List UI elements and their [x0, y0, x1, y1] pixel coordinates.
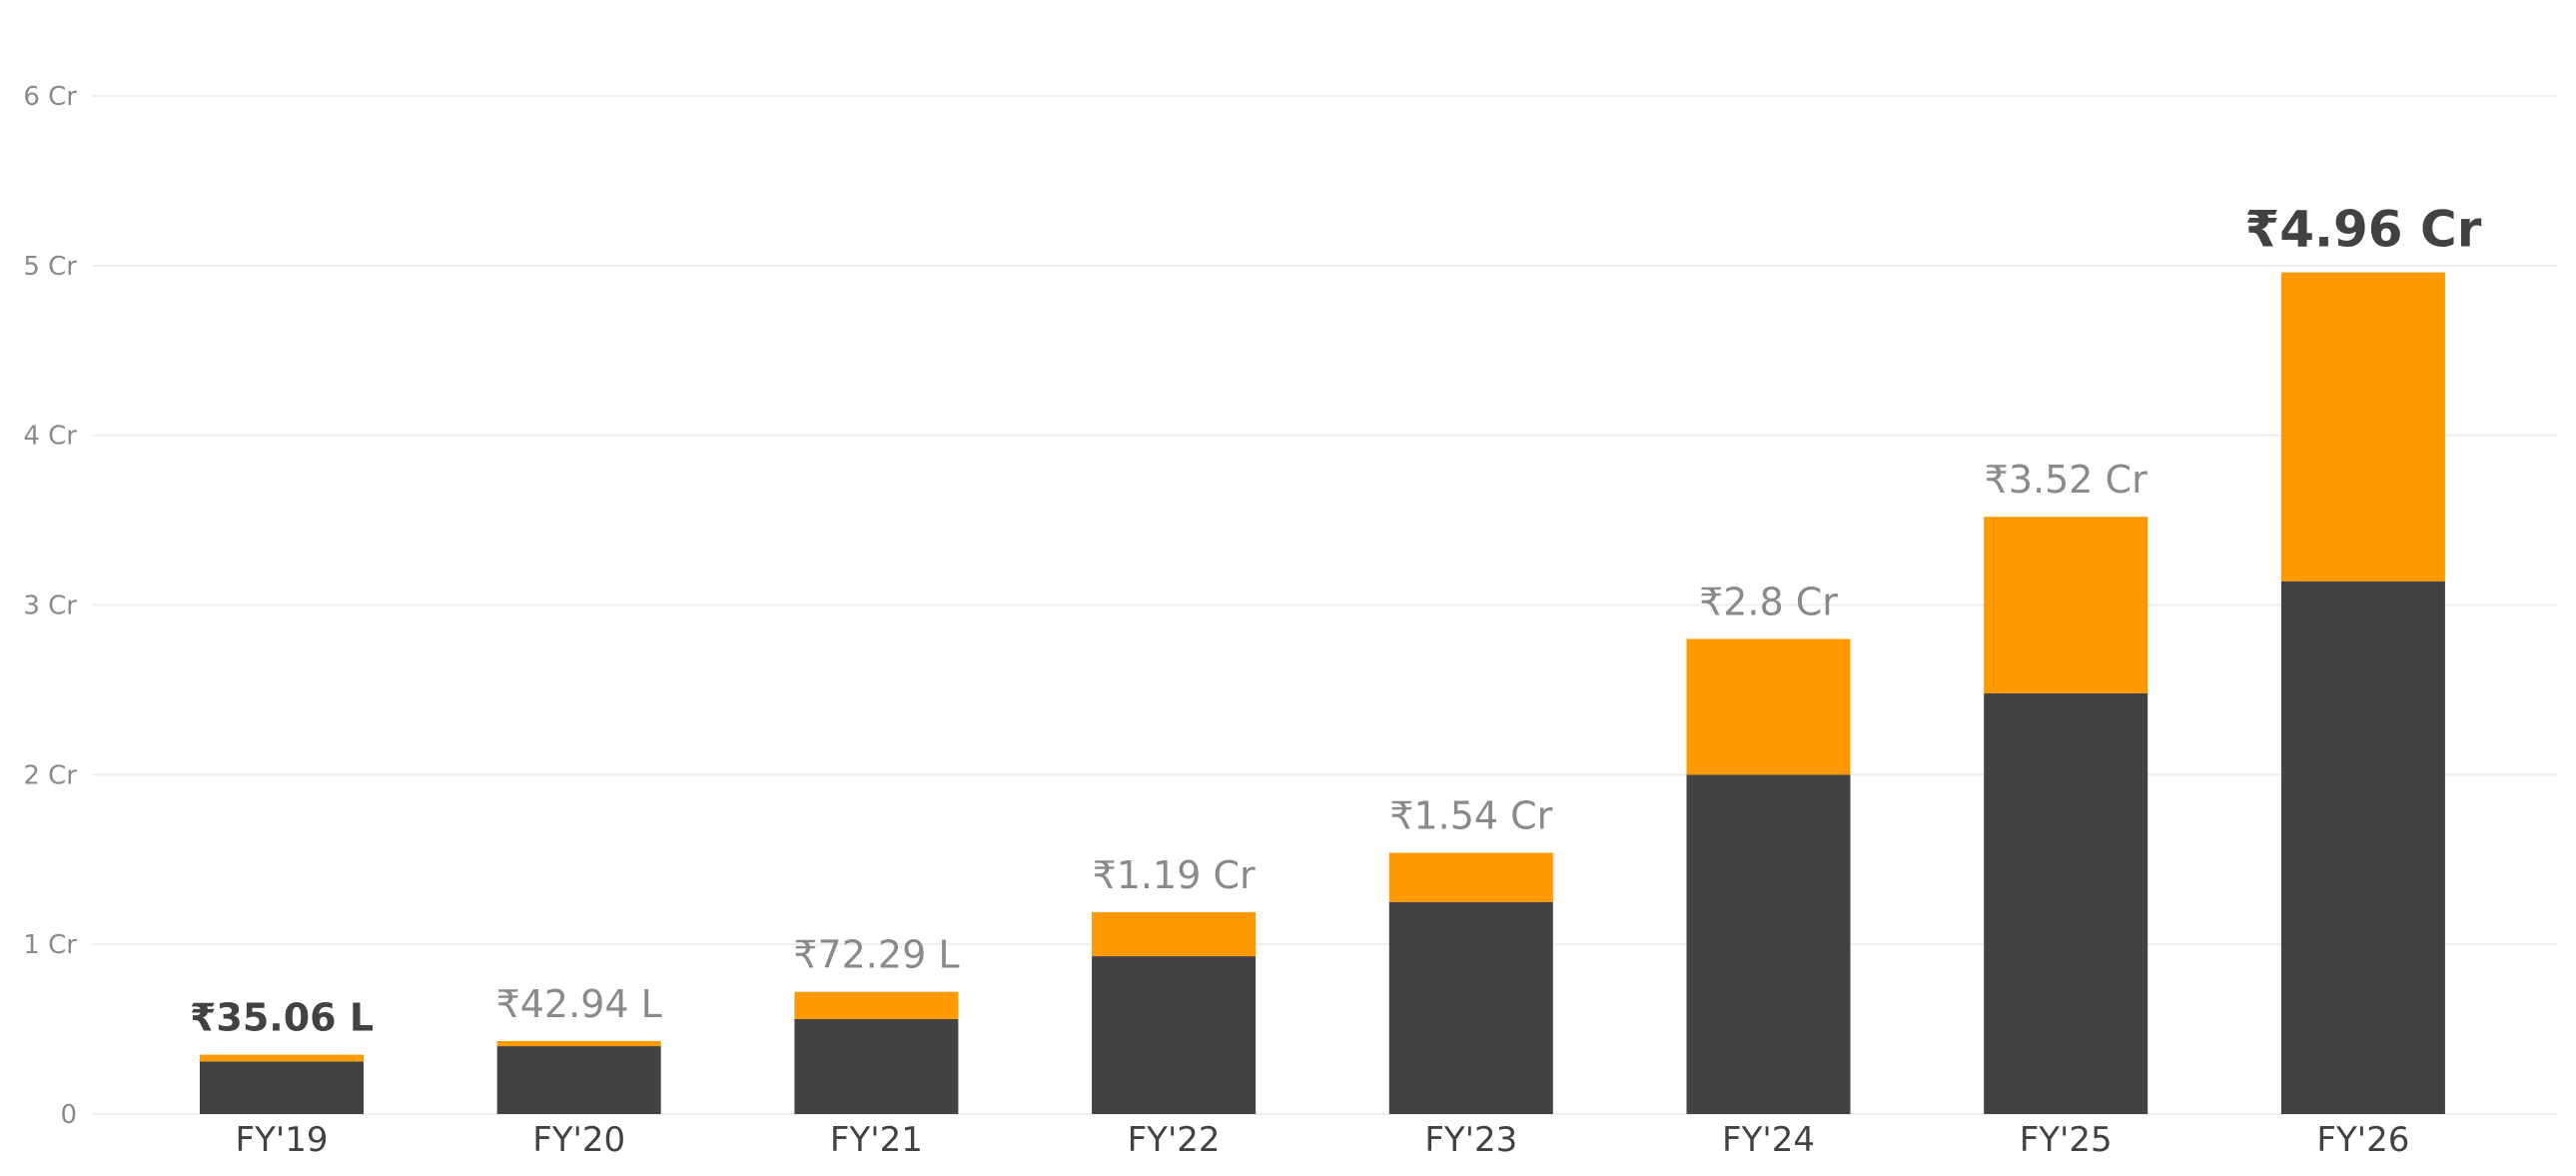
total-value-label: ₹72.29 L [793, 933, 959, 977]
bar-segment-top [1686, 638, 1851, 775]
y-tick-label: 2 Cr [23, 760, 77, 790]
y-tick-label: 4 Cr [23, 422, 77, 452]
bar-segment-top [200, 1054, 364, 1062]
y-tick-label: 0 [60, 1100, 77, 1130]
y-tick-label: 1 Cr [23, 930, 77, 960]
bar-segment-base [1984, 692, 2148, 1114]
total-value-label: ₹1.19 Cr [1093, 853, 1256, 897]
x-tick-label: FY'19 [236, 1120, 329, 1160]
total-value-label: ₹2.8 Cr [1699, 580, 1838, 623]
x-tick-label: FY'21 [830, 1120, 923, 1160]
bar-segment-base [1388, 901, 1553, 1114]
total-labels: ₹35.06 L ₹42.94 L ₹72.29 L ₹1.19 Cr ₹1.54 Cr… [190, 201, 2482, 1040]
y-axis-ticks: 0 1 Cr 2 Cr 3 Cr 4 Cr 5 Cr 6 Cr [23, 82, 77, 1130]
y-tick-label: 5 Cr [23, 252, 77, 282]
x-tick-label: FY'24 [1722, 1120, 1815, 1160]
x-tick-label: FY'22 [1128, 1120, 1221, 1160]
bar-segment-base [1686, 774, 1851, 1114]
total-value-label: ₹4.96 Cr [2244, 201, 2481, 259]
bar-segment-base [200, 1061, 364, 1114]
total-value-label: ₹35.06 L [190, 996, 374, 1040]
total-value-label: ₹3.52 Cr [1985, 458, 2147, 502]
bar-segment-top [1984, 517, 2148, 693]
bar-segment-base [1092, 956, 1257, 1114]
bar-segment-base [794, 1018, 959, 1114]
bar-segment-top [1092, 911, 1257, 957]
bar-segment-top [794, 991, 959, 1019]
x-tick-label: FY'26 [2316, 1120, 2409, 1160]
total-value-label: ₹1.54 Cr [1389, 793, 1552, 837]
y-tick-label: 6 Cr [23, 82, 77, 112]
x-tick-label: FY'25 [2020, 1120, 2113, 1160]
bar-segment-base [2280, 581, 2445, 1114]
x-tick-label: FY'23 [1424, 1120, 1517, 1160]
y-tick-label: 3 Cr [23, 591, 77, 621]
bar-segment-base [496, 1046, 661, 1114]
bars [200, 272, 2445, 1114]
total-value-label: ₹42.94 L [496, 982, 662, 1026]
bar-segment-top [496, 1040, 661, 1047]
x-tick-label: FY'20 [532, 1120, 625, 1160]
bar-segment-top [1388, 852, 1553, 902]
bar-segment-top [2280, 272, 2445, 582]
gridlines [92, 95, 2557, 1115]
x-axis-ticks: FY'19 FY'20 FY'21 FY'22 FY'23 FY'24 FY'25 FY'26 [236, 1120, 2410, 1160]
